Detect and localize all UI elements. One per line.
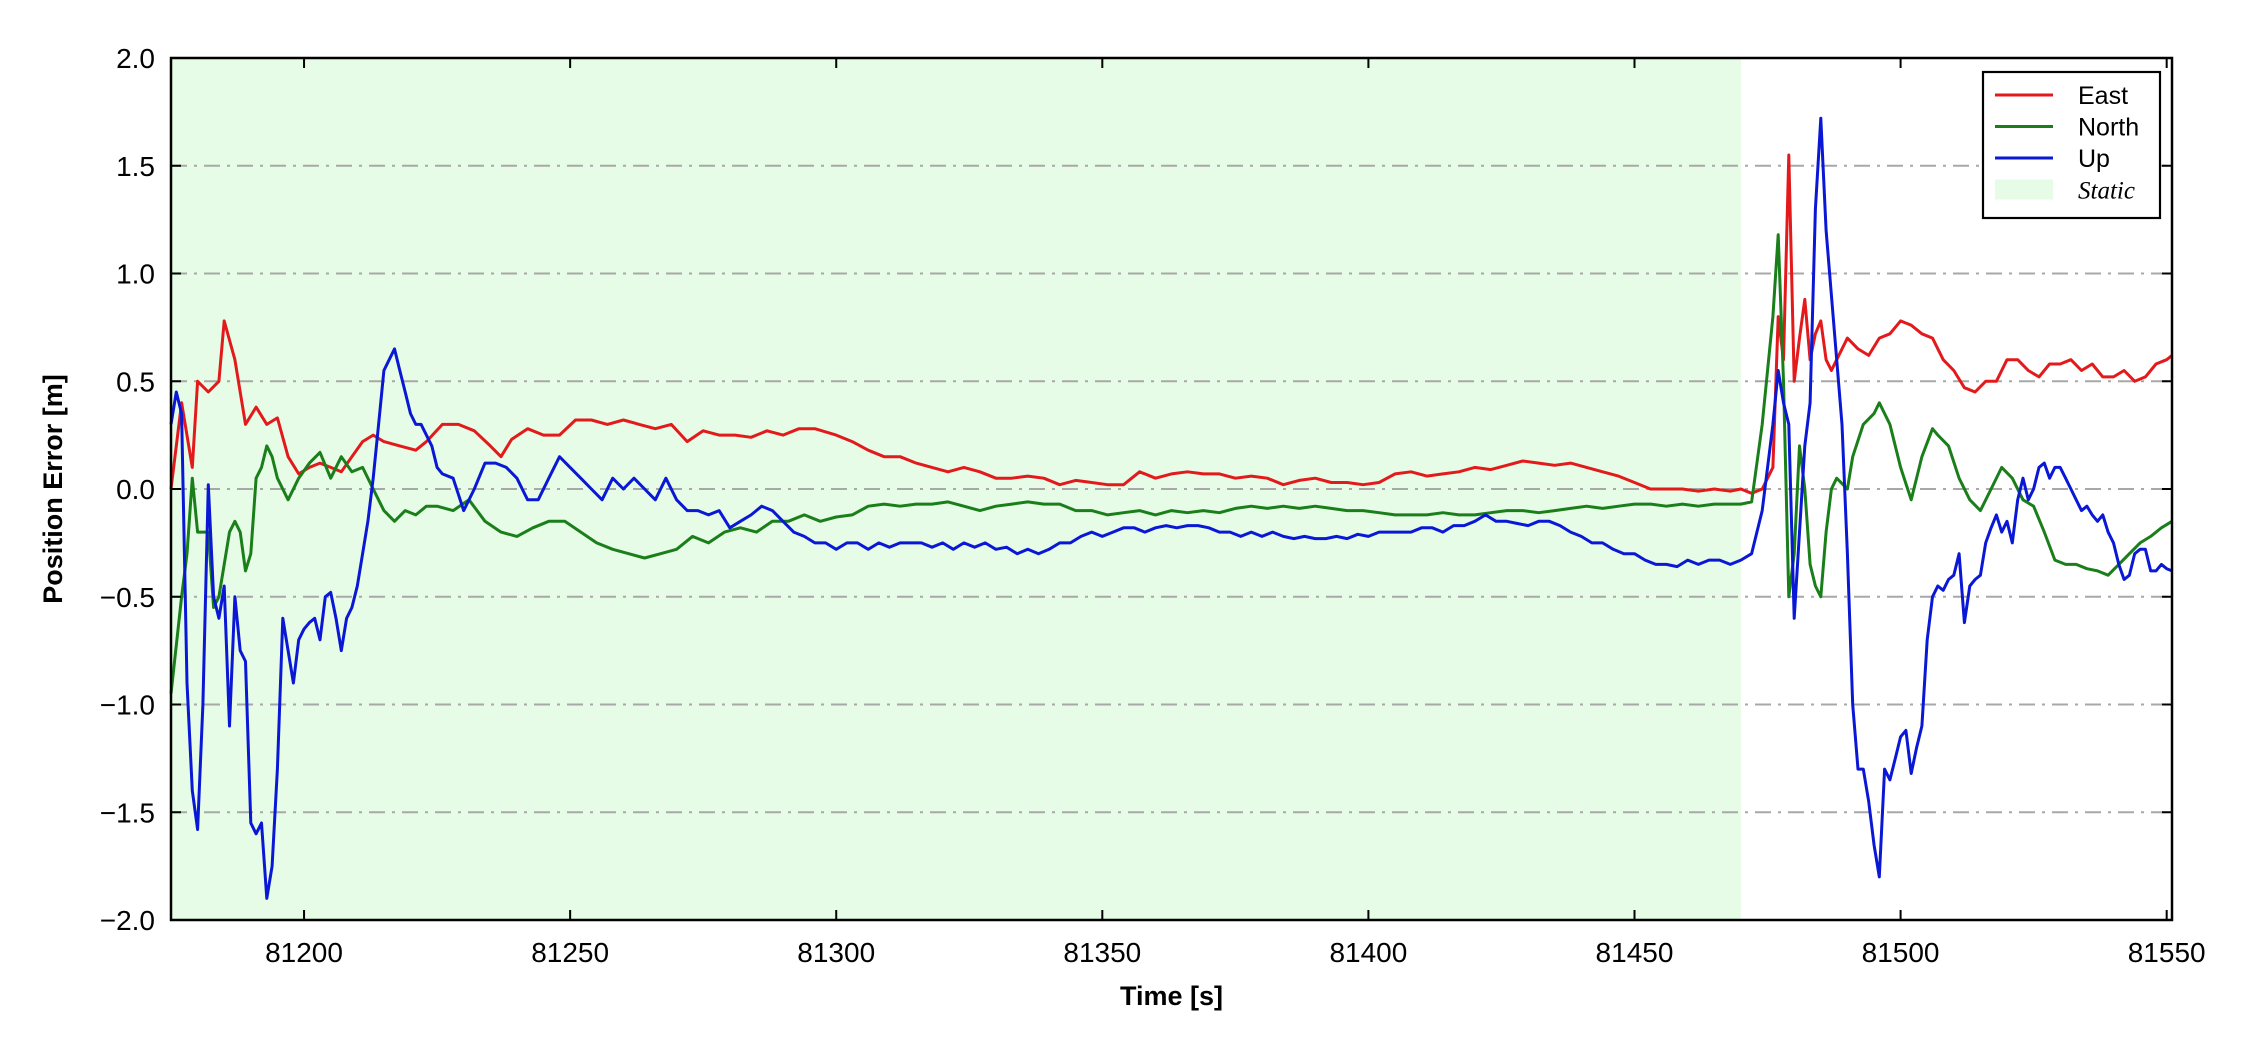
legend-label-static: Static [2078, 178, 2135, 205]
y-tick-label: −0.5 [100, 582, 155, 613]
x-tick-label: 81550 [2128, 937, 2206, 968]
x-tick-label: 81250 [531, 937, 609, 968]
legend-label-north: North [2078, 114, 2139, 142]
legend-label-east: East [2078, 82, 2128, 110]
y-tick-label: −2.0 [100, 905, 155, 936]
series-line-east [169, 153, 2173, 495]
y-axis-title: Position Error [m] [38, 374, 68, 604]
y-tick-label: −1.5 [100, 797, 155, 828]
y-tick-label: 2.0 [116, 43, 155, 74]
x-tick-label: 81200 [265, 937, 343, 968]
x-tick-label: 81300 [797, 937, 875, 968]
legend: East North Up Static [1981, 70, 2162, 220]
x-axis-title: Time [s] [1120, 981, 1223, 1011]
y-tick-label: −1.0 [100, 690, 155, 721]
x-tick-label: 81500 [1862, 937, 1940, 968]
y-tick-label: 1.5 [116, 151, 155, 182]
series-line-up [169, 116, 2173, 900]
y-tick-label: 0.5 [116, 366, 155, 397]
y-tick-label: 0.0 [116, 474, 155, 505]
series-line-north [169, 233, 2173, 694]
x-tick-label: 81400 [1329, 937, 1407, 968]
x-tick-label: 81350 [1063, 937, 1141, 968]
y-tick-label: 1.0 [116, 259, 155, 290]
x-tick-label: 81450 [1596, 937, 1674, 968]
legend-label-up: Up [2078, 145, 2110, 173]
legend-swatch-static [1995, 179, 2053, 200]
